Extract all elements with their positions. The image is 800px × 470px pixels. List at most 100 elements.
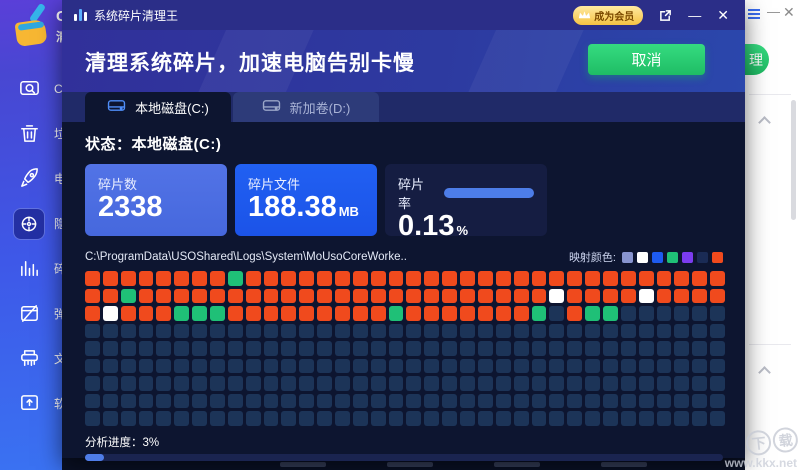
dialog-close-button[interactable]: ✕ bbox=[717, 6, 729, 23]
cancel-button[interactable]: 取消 bbox=[588, 44, 705, 75]
legend-swatch bbox=[697, 251, 708, 263]
fragment-block bbox=[227, 393, 243, 408]
background-blurred-item bbox=[601, 462, 647, 467]
fragment-block bbox=[281, 341, 297, 356]
fragment-block bbox=[120, 376, 136, 391]
fragment-block bbox=[674, 323, 690, 338]
fragment-block bbox=[227, 358, 243, 373]
stat-unit: % bbox=[456, 223, 469, 238]
fragment-block bbox=[585, 376, 600, 391]
fragment-block bbox=[263, 323, 279, 338]
fragment-block bbox=[638, 358, 654, 373]
fragment-block bbox=[495, 411, 511, 426]
fragment-block bbox=[442, 411, 458, 426]
fragment-block bbox=[120, 288, 136, 303]
fragment-block bbox=[567, 323, 583, 338]
fragment-block bbox=[513, 323, 529, 338]
fragment-block bbox=[585, 341, 600, 356]
fragment-block bbox=[245, 306, 261, 321]
fragment-block bbox=[495, 288, 511, 303]
fragment-block bbox=[210, 306, 225, 321]
fragment-block bbox=[495, 376, 511, 391]
background-minimize-button[interactable]: — bbox=[767, 4, 780, 19]
background-close-button[interactable]: ✕ bbox=[783, 4, 795, 20]
fragment-block bbox=[370, 288, 386, 303]
chevron-up-icon[interactable] bbox=[758, 366, 771, 379]
fragment-block bbox=[406, 376, 422, 391]
fragment-block bbox=[352, 411, 368, 426]
fragment-block bbox=[174, 288, 190, 303]
fragment-block bbox=[174, 323, 190, 338]
fragment-block bbox=[263, 358, 279, 373]
vip-member-button[interactable]: 成为会员 bbox=[573, 5, 644, 25]
fragment-block bbox=[585, 411, 600, 426]
fragment-block bbox=[299, 341, 315, 356]
scan-info-row: C:\ProgramData\USOShared\Logs\System\MoU… bbox=[85, 249, 723, 265]
fragment-block bbox=[460, 306, 475, 321]
fragment-block bbox=[281, 376, 297, 391]
sidebar-item-defrag-bars[interactable]: 碎 bbox=[0, 246, 70, 291]
fragment-block bbox=[352, 358, 368, 373]
fragment-block bbox=[335, 271, 350, 286]
defrag-bars-icon bbox=[13, 253, 45, 285]
fragment-block bbox=[388, 411, 404, 426]
fragment-block bbox=[692, 288, 708, 303]
fragment-block bbox=[602, 341, 618, 356]
sidebar-item-rocket[interactable]: 电 bbox=[0, 156, 70, 201]
sidebar-item-privacy[interactable]: 隐 bbox=[0, 201, 70, 246]
fragment-block bbox=[102, 288, 118, 303]
fragment-block bbox=[335, 288, 350, 303]
fragment-rate-card: 碎片率 0.13% bbox=[385, 164, 547, 241]
fragment-block bbox=[674, 358, 690, 373]
fragment-block bbox=[352, 341, 368, 356]
fragment-block bbox=[138, 288, 154, 303]
dialog-minimize-button[interactable]: — bbox=[688, 7, 702, 23]
fragment-block bbox=[281, 288, 297, 303]
chevron-up-icon[interactable] bbox=[758, 116, 771, 129]
fragment-block bbox=[281, 306, 297, 321]
dialog-titlebar: 系统碎片清理王 成为会员 — ✕ bbox=[62, 0, 745, 30]
fragment-block bbox=[549, 323, 565, 338]
tab-label: 新加卷(D:) bbox=[289, 100, 351, 116]
fragment-block bbox=[192, 306, 208, 321]
fragment-block bbox=[531, 411, 547, 426]
stat-cards: 碎片数 2338 碎片文件 188.38 MB 碎片率 0.13% bbox=[85, 164, 547, 241]
fragment-block bbox=[227, 411, 243, 426]
sidebar-item-disk-scan[interactable]: C bbox=[0, 66, 70, 111]
fragment-block bbox=[406, 288, 422, 303]
fragment-block bbox=[263, 288, 279, 303]
fragment-block bbox=[638, 323, 654, 338]
fragment-block bbox=[674, 376, 690, 391]
fragment-block bbox=[460, 411, 475, 426]
sidebar-item-popup-block[interactable]: 弹 bbox=[0, 291, 70, 336]
fragment-block bbox=[692, 323, 708, 338]
fragment-block bbox=[710, 376, 725, 391]
fragment-block bbox=[656, 271, 672, 286]
defrag-panel: 状态：本地磁盘(C:) 碎片数 2338 碎片文件 188.38 MB 碎片率 0… bbox=[62, 122, 745, 461]
sidebar-item-trash[interactable]: 垃 bbox=[0, 111, 70, 156]
fragment-block bbox=[460, 323, 475, 338]
fragment-block bbox=[442, 376, 458, 391]
fragment-block bbox=[567, 306, 583, 321]
fragment-block bbox=[710, 288, 725, 303]
fragment-block bbox=[156, 376, 172, 391]
fragment-block bbox=[585, 358, 600, 373]
fragment-block bbox=[263, 271, 279, 286]
fragment-block bbox=[120, 323, 136, 338]
fragment-block bbox=[602, 411, 618, 426]
tab-drive-1[interactable]: 新加卷(D:) bbox=[233, 92, 379, 122]
sidebar-item-shredder[interactable]: 文 bbox=[0, 336, 70, 381]
fragment-block bbox=[602, 306, 618, 321]
fragment-block bbox=[120, 393, 136, 408]
disk-icon bbox=[107, 98, 126, 116]
fragment-block bbox=[245, 271, 261, 286]
menu-icon[interactable] bbox=[748, 9, 760, 19]
sidebar-item-software[interactable]: 软 bbox=[0, 381, 70, 426]
legend-label: 映射颜色: bbox=[568, 252, 616, 264]
scrollbar[interactable] bbox=[791, 100, 796, 220]
share-icon[interactable] bbox=[659, 9, 672, 22]
tab-drive-0[interactable]: 本地磁盘(C:) bbox=[85, 92, 231, 122]
vip-member-label: 成为会员 bbox=[594, 11, 635, 23]
fragment-block bbox=[638, 306, 654, 321]
rocket-icon bbox=[13, 163, 45, 195]
